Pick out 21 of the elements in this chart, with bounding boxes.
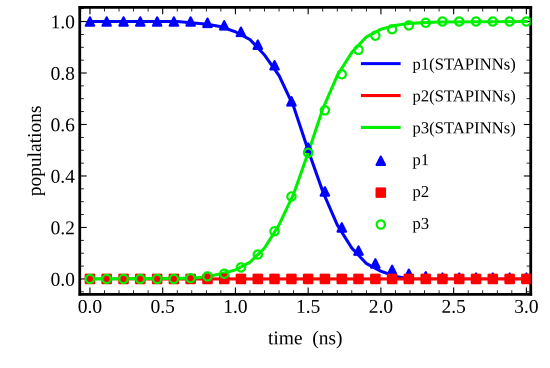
- x-tick-label: 3.0: [515, 300, 538, 314]
- x-tick-label: 2.0: [370, 300, 392, 314]
- x-tick-label: 0.5: [151, 300, 174, 314]
- legend-label: p3: [412, 218, 428, 232]
- y-axis-title: populations: [27, 106, 46, 196]
- y-tick-label: 1.0: [52, 15, 74, 29]
- x-tick-label: 1.0: [224, 300, 247, 314]
- legend-label: p1(STAPINNs): [412, 58, 516, 74]
- y-tick-label: 0.0: [51, 272, 74, 286]
- legend-label: p2(STAPINNs): [412, 90, 516, 105]
- y-tick-label: 0.4: [51, 170, 75, 184]
- legend-label: p3(STAPINNs): [412, 122, 516, 137]
- x-tick-label: 2.5: [442, 300, 466, 314]
- y-tick-label: 0.6: [51, 118, 74, 132]
- y-tick-label: 0.8: [51, 66, 74, 80]
- y-tick-label: 0.2: [51, 221, 74, 234]
- x-tick-label: 0.0: [78, 300, 102, 314]
- x-axis-title: time (ns): [268, 330, 342, 348]
- legend-label: p1: [412, 154, 428, 169]
- legend-label: p2: [412, 186, 428, 201]
- x-tick-label: 1.5: [298, 300, 320, 314]
